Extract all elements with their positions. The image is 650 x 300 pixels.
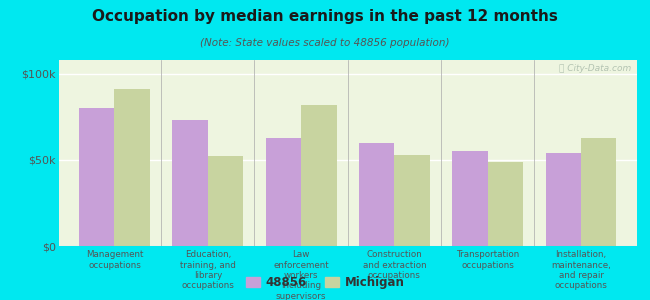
Text: (Note: State values scaled to 48856 population): (Note: State values scaled to 48856 popu… <box>200 38 450 47</box>
Bar <box>488 162 523 246</box>
Bar <box>79 108 114 246</box>
Bar <box>208 156 243 246</box>
Bar <box>114 89 150 246</box>
Bar <box>395 155 430 246</box>
Text: Occupation by median earnings in the past 12 months: Occupation by median earnings in the pas… <box>92 9 558 24</box>
Legend: 48856, Michigan: 48856, Michigan <box>240 272 410 294</box>
Text: ⓘ City-Data.com: ⓘ City-Data.com <box>559 64 631 73</box>
Bar <box>172 120 208 246</box>
Bar <box>301 105 337 246</box>
Bar <box>266 137 301 246</box>
Bar <box>359 143 395 246</box>
Bar <box>452 151 488 246</box>
Bar <box>545 153 581 246</box>
Bar <box>581 137 616 246</box>
